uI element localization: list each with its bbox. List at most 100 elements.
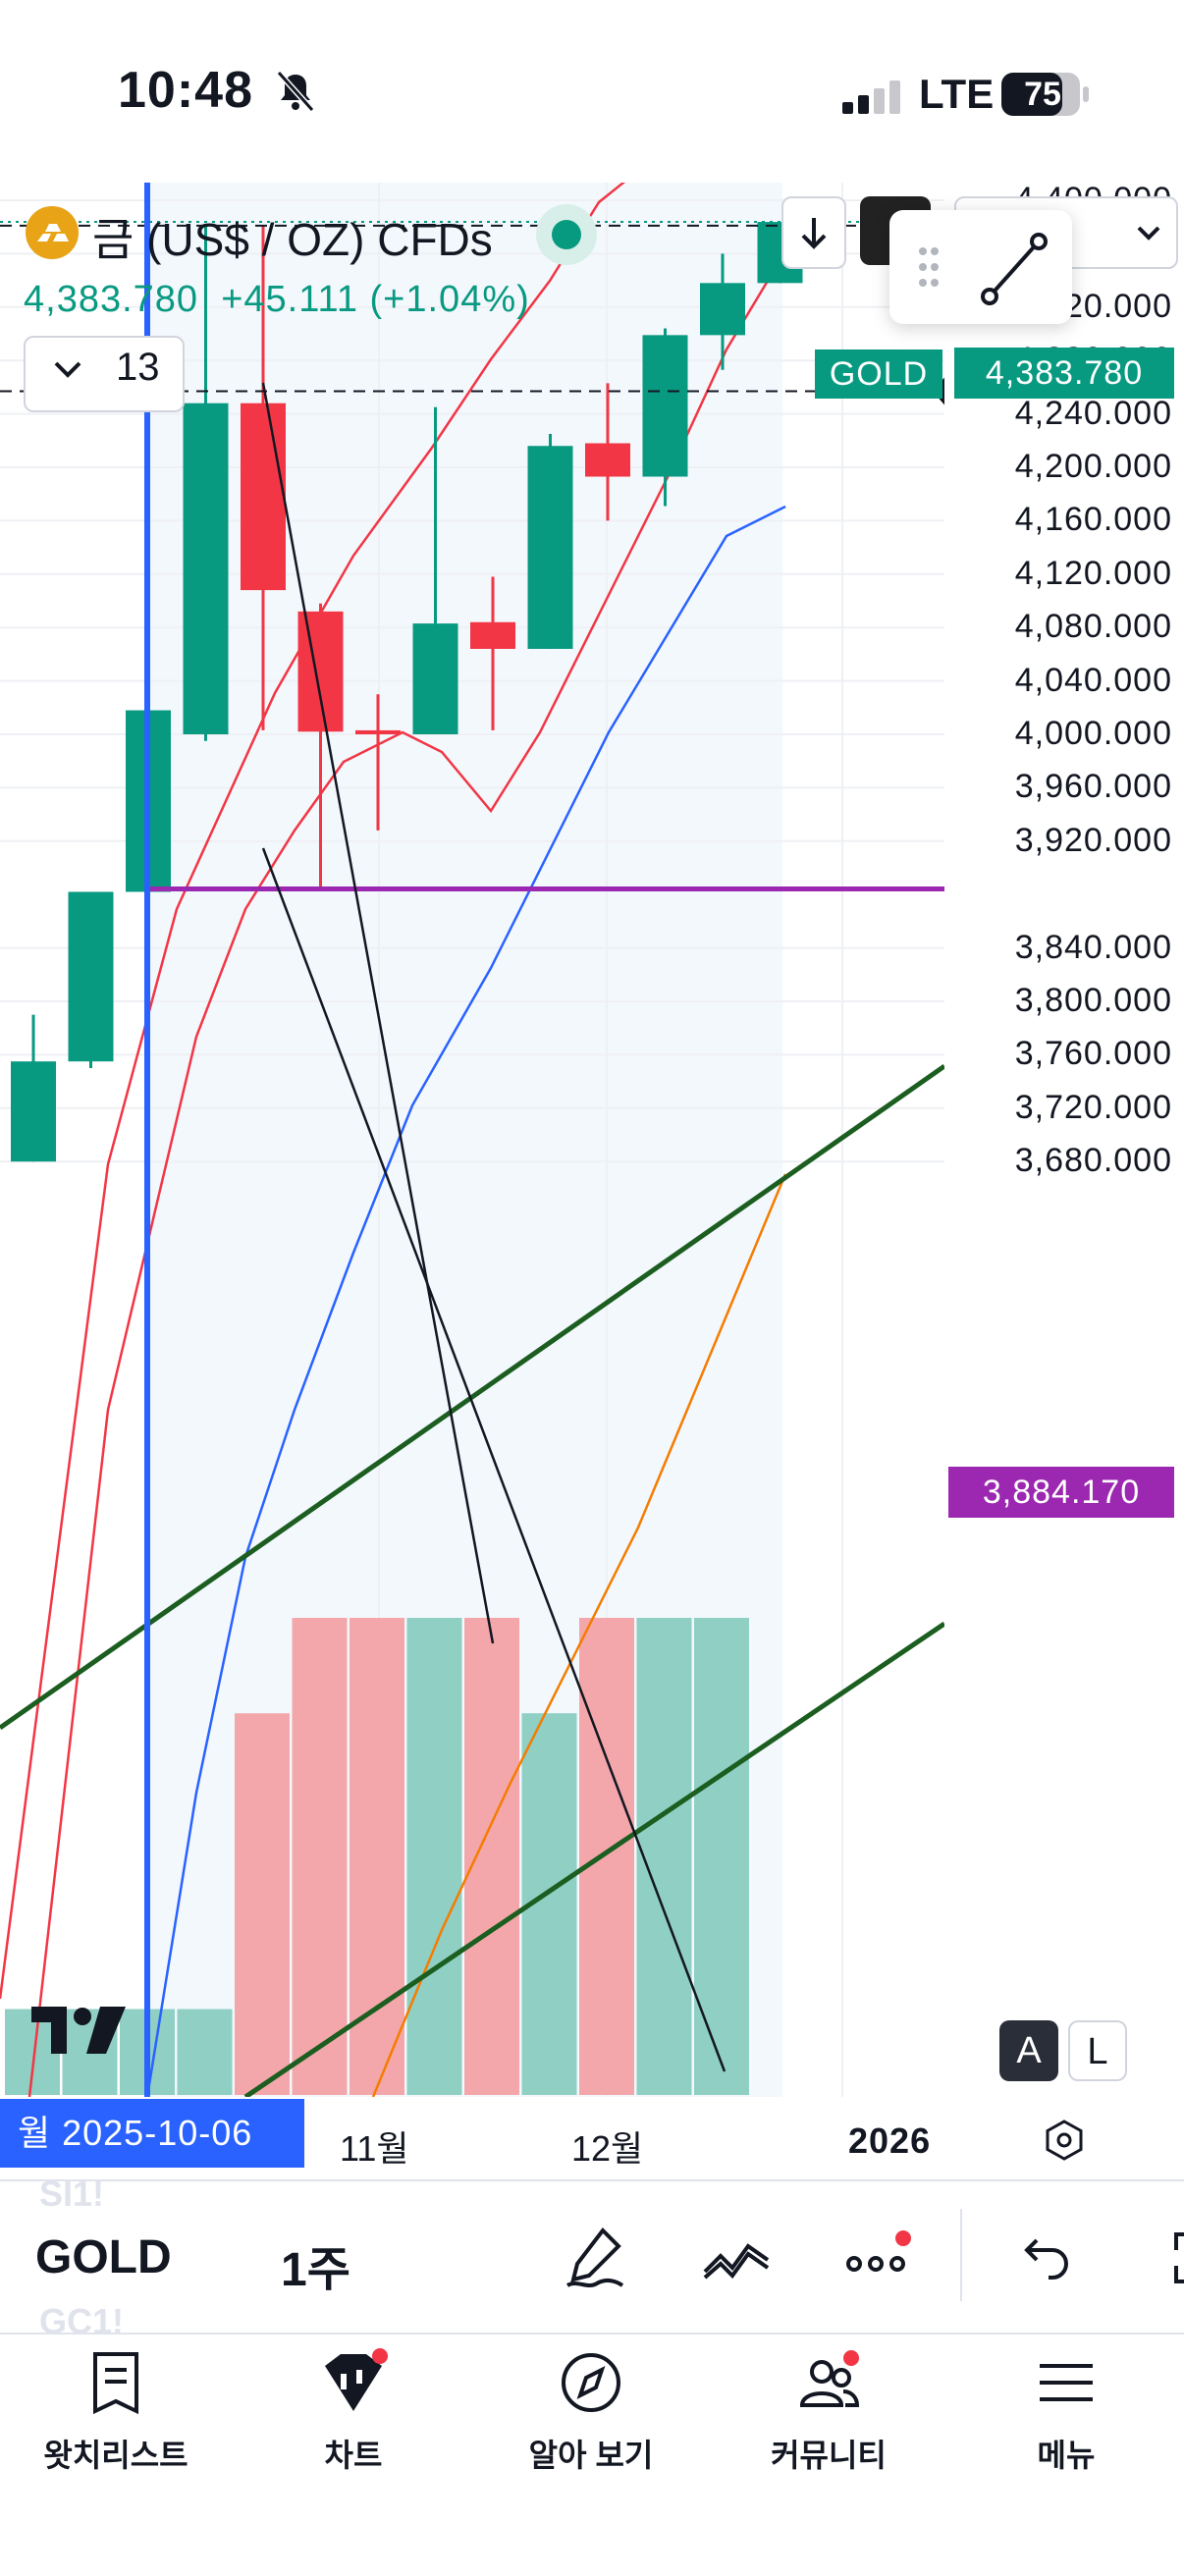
price-tick: 4,160.000 (1014, 501, 1172, 539)
horizontal-line-price-tag[interactable]: 3,884.170 (948, 1467, 1174, 1518)
price-tick: 3,760.000 (1014, 1035, 1172, 1073)
hexagon-settings-icon[interactable] (1043, 2119, 1086, 2162)
nav-label-explore: 알아 보기 (528, 2438, 654, 2473)
price-tick: 3,680.000 (1014, 1142, 1172, 1180)
symbol-selector[interactable]: GOLD (35, 2231, 172, 2283)
nav-label-menu: 메뉴 (1037, 2438, 1096, 2473)
bell-slash-icon (276, 70, 315, 113)
last-price: 4,383.780 (24, 279, 199, 320)
ma-red-slow-line (27, 250, 787, 2097)
nav-label-chart: 차트 (324, 2438, 383, 2473)
candle-body (585, 443, 630, 477)
candle-body (412, 623, 458, 734)
volume-bar (579, 1618, 634, 2095)
battery-percent: 75 (1024, 76, 1061, 113)
battery-icon (1001, 73, 1089, 116)
interval-selector[interactable]: 1주 (281, 2244, 350, 2296)
arrow-down-icon (801, 218, 827, 249)
nav-watchlist[interactable]: 왓치리스트 (8, 2348, 224, 2476)
candle-body (183, 402, 229, 734)
candle-body (241, 402, 286, 591)
indicator-count: 13 (116, 346, 160, 389)
last-price-tag: 4,383.780 (954, 348, 1174, 399)
signal-icon (842, 80, 900, 114)
candle-body (642, 335, 688, 477)
time-tick-nov: 11월 (340, 2128, 409, 2169)
ma-orange-line (371, 1173, 787, 2097)
candle-body (11, 1061, 56, 1162)
price-tick: 4,040.000 (1014, 661, 1172, 699)
network-type: LTE (919, 71, 995, 117)
scroll-down-button[interactable] (781, 196, 846, 269)
candle-body (297, 611, 344, 732)
nav-label-community: 커뮤니티 (771, 2438, 887, 2473)
nav-menu[interactable]: 메뉴 (958, 2348, 1174, 2476)
tradingview-logo-icon (31, 2007, 126, 2054)
volume-bars (5, 1618, 749, 2095)
trend-line-black-2 (261, 847, 727, 2072)
log-scale-button[interactable]: L (1068, 2020, 1127, 2081)
chart-icon (325, 2348, 388, 2411)
bottom-toolbar (0, 2179, 1184, 2334)
price-tick: 4,000.000 (1014, 715, 1172, 752)
volume-bar (350, 1618, 404, 2095)
volume-bar (694, 1618, 749, 2095)
trend-line-upper (0, 1063, 944, 1731)
candle-body (68, 891, 114, 1062)
nav-explore[interactable]: 알아 보기 (483, 2348, 699, 2476)
price-tick: 3,720.000 (1014, 1088, 1172, 1126)
chevron-down-icon (1137, 226, 1160, 241)
volume-bar (636, 1618, 692, 2095)
volume-bar (406, 1618, 462, 2095)
indicator-collapse-button[interactable] (24, 336, 185, 412)
community-icon (799, 2350, 860, 2407)
symbol-label-tag: GOLD (815, 349, 942, 399)
volume-bar (177, 2009, 233, 2095)
candle-body (355, 729, 401, 734)
nav-label-watchlist: 왓치리스트 (43, 2438, 188, 2473)
volume-bar (292, 1618, 348, 2095)
symbol-title[interactable]: 금 (US$ / OZ) CFDs (92, 214, 493, 265)
ma-blue-line (145, 505, 786, 2097)
time-tick-year: 2026 (848, 2120, 932, 2161)
toolbar-divider (960, 2209, 962, 2301)
price-tick: 4,200.000 (1014, 448, 1172, 485)
time-tick-dec: 12월 (571, 2128, 644, 2169)
drawings (0, 183, 944, 2097)
indicators-icon[interactable] (699, 2221, 774, 2295)
price-chart[interactable] (0, 183, 944, 2097)
price-axis[interactable]: 4,400.0004,360.0004,320.0004,280.0004,24… (944, 181, 1184, 2097)
more-icon[interactable] (840, 2221, 915, 2295)
price-tick: 3,920.000 (1014, 821, 1172, 859)
auto-scale-button[interactable]: A (999, 2020, 1058, 2081)
indicator-lines (0, 183, 944, 2097)
price-change: +45.111 (+1.04%) (221, 279, 530, 320)
fullscreen-icon[interactable] (1145, 2221, 1184, 2295)
trend-line-black-1 (261, 382, 495, 1644)
prev-symbol-ghost: SI1! (39, 2174, 105, 2214)
price-tick: 4,080.000 (1014, 608, 1172, 646)
menu-icon (1040, 2364, 1093, 2401)
candle-body (700, 283, 745, 336)
price-tick: 4,120.000 (1014, 554, 1172, 592)
trend-line-lower (243, 1621, 944, 2097)
candle-body (470, 621, 515, 649)
undo-icon[interactable] (1005, 2221, 1080, 2295)
trend-line-icon (919, 233, 1048, 305)
gold-logo-icon (26, 206, 79, 259)
price-tick: 4,240.000 (1014, 394, 1172, 432)
chevron-down-icon (54, 361, 81, 378)
drawing-tool-popup[interactable] (889, 210, 1072, 324)
nav-chart[interactable]: 차트 (245, 2348, 461, 2476)
price-change-line: 4,383.780 +45.111 (+1.04%) (24, 279, 530, 321)
compass-icon (562, 2353, 620, 2412)
volume-bar (464, 1618, 519, 2095)
price-tick: 3,960.000 (1014, 768, 1172, 806)
price-tick: 3,840.000 (1014, 928, 1172, 966)
watchlist-icon (93, 2352, 138, 2415)
brush-draw-icon[interactable] (558, 2221, 632, 2295)
nav-community[interactable]: 커뮤니티 (721, 2348, 937, 2476)
crosshair-date-badge: 월 2025-10-06 (0, 2099, 304, 2168)
price-tick: 3,800.000 (1014, 982, 1172, 1019)
candle-body (527, 446, 573, 649)
